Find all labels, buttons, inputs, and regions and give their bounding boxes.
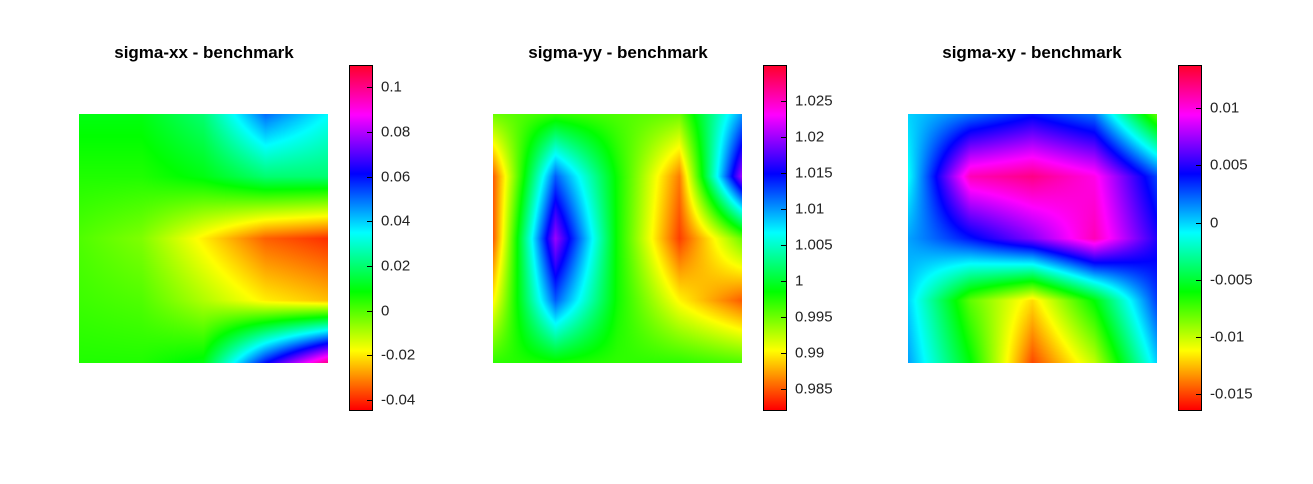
colorbar-tick	[781, 137, 787, 139]
colorbar-tick	[367, 176, 373, 178]
colorbar-tick	[367, 310, 373, 312]
colorbar-tick-label: 1.005	[795, 236, 833, 254]
colorbar-tick-label: -0.005	[1210, 271, 1253, 289]
colorbar-tick-label: -0.015	[1210, 385, 1253, 403]
colorbar-tick-label: 0.1	[381, 78, 402, 96]
colorbar-tick	[1196, 108, 1202, 110]
colorbar-sigma-yy	[763, 65, 787, 411]
colorbar-tick	[1196, 222, 1202, 224]
colorbar-tick	[367, 355, 373, 357]
colorbar-tick	[1196, 393, 1202, 395]
colorbar-tick	[367, 265, 373, 267]
heatmap-sigma-xx	[79, 114, 328, 363]
colorbar-tick	[1196, 336, 1202, 338]
colorbar-sigma-xx	[349, 65, 373, 411]
colorbar-tick-label: 0.02	[381, 257, 411, 275]
panel-sigma-xx: sigma-xx - benchmark -0.04 -0.02 0 0.02 0.04…	[0, 0, 437, 484]
colorbar-tick-label: 0.04	[381, 212, 411, 230]
colorbar-tick	[1196, 165, 1202, 167]
colorbar-tick-label: 0.985	[795, 380, 833, 398]
colorbar-ticks-sigma-yy: 0.985 0.99 0.995 1 1.005 1.01 1.015 1.02 1.025	[781, 65, 877, 411]
colorbar-tick	[781, 209, 787, 211]
colorbar-tick	[781, 173, 787, 175]
colorbar-tick	[367, 399, 373, 401]
colorbar-tick-label: 0.06	[381, 168, 411, 186]
colorbar-tick-label: 1.025	[795, 92, 833, 110]
colorbar-tick-label: 0.995	[795, 308, 833, 326]
colorbar-tick	[781, 245, 787, 247]
chart-title: sigma-xx - benchmark	[114, 43, 294, 62]
colorbar-tick-label: 0.99	[795, 344, 825, 362]
panel-sigma-xy: sigma-xy - benchmark -0.015 -0.01 -0.005 0 0…	[0, 0, 1253, 484]
panel-sigma-yy: sigma-yy - benchmark 0.985 0.99 0.995 1 1.00…	[0, 0, 833, 484]
colorbar-tick-label: 1	[795, 272, 804, 290]
chart-title: sigma-xy - benchmark	[942, 43, 1122, 62]
colorbar-tick-label: 0.01	[1210, 99, 1240, 117]
colorbar-tick	[367, 131, 373, 133]
colorbar-tick-label: -0.01	[1210, 328, 1245, 346]
colorbar-tick	[781, 317, 787, 319]
colorbar-tick-label: 0.08	[381, 123, 411, 141]
colorbar-tick	[781, 353, 787, 355]
colorbar-tick-label: 1.02	[795, 128, 825, 146]
colorbar-tick	[367, 221, 373, 223]
chart-title: sigma-yy - benchmark	[528, 43, 708, 62]
colorbar-tick	[367, 87, 373, 89]
colorbar-tick	[1196, 279, 1202, 281]
colorbar-tick	[781, 101, 787, 103]
colorbar-tick-label: 0.005	[1210, 156, 1248, 174]
colorbar-tick-label: 0	[381, 302, 390, 320]
colorbar-tick	[781, 389, 787, 391]
colorbar-ticks-sigma-xx: -0.04 -0.02 0 0.02 0.04 0.06 0.08 0.1	[367, 65, 463, 411]
colorbar-tick-label: 0	[1210, 214, 1219, 232]
colorbar-tick	[781, 281, 787, 283]
colorbar-tick-label: 1.015	[795, 164, 833, 182]
heatmap-sigma-yy	[493, 114, 742, 363]
colorbar-tick-label: 1.01	[795, 200, 825, 218]
colorbar-tick-label: -0.02	[381, 346, 416, 364]
colorbar-ticks-sigma-xy: -0.015 -0.01 -0.005 0 0.005 0.01	[1196, 65, 1292, 411]
colorbar-sigma-xy	[1178, 65, 1202, 411]
colorbar-tick-label: -0.04	[381, 391, 416, 409]
heatmap-sigma-xy	[908, 114, 1157, 363]
